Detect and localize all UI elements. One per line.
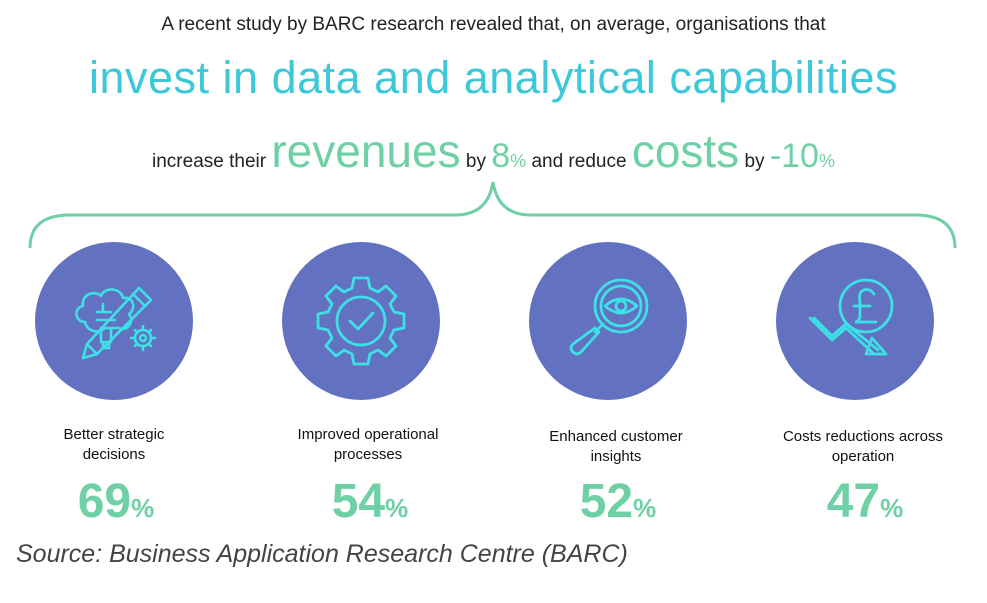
and-reduce-text: and reduce bbox=[531, 151, 627, 172]
revenue-pct: % bbox=[510, 151, 527, 171]
magnifier-eye-icon bbox=[569, 278, 649, 356]
benefit-value-4: 47% bbox=[826, 475, 904, 528]
circle-costs bbox=[776, 242, 934, 400]
benefit-label-4: Costs reductions across operation bbox=[782, 428, 944, 465]
by-text-1: by bbox=[465, 151, 486, 172]
benefit-label-2: Improved operational processes bbox=[297, 426, 439, 463]
costs-word: costs bbox=[631, 125, 740, 177]
revenue-value: 8 bbox=[491, 137, 511, 175]
increase-their-text: increase their bbox=[152, 151, 267, 172]
benefit-label-1: Better strategic decisions bbox=[63, 426, 165, 463]
benefit-value-3: 52% bbox=[579, 475, 657, 528]
circle-strategic bbox=[35, 242, 193, 400]
source-citation: Source: Business Application Research Ce… bbox=[16, 540, 628, 568]
gear-check-icon bbox=[316, 276, 406, 366]
by-text-2: by bbox=[744, 151, 765, 172]
benefit-label-3: Enhanced customer insights bbox=[549, 428, 683, 465]
curly-brace bbox=[28, 181, 957, 249]
cost-pct: % bbox=[818, 151, 835, 171]
intro-text: A recent study by BARC research revealed… bbox=[161, 14, 826, 35]
main-headline: invest in data and analytical capabiliti… bbox=[89, 52, 898, 103]
benefit-value-2: 54% bbox=[331, 475, 409, 528]
circle-operational bbox=[282, 242, 440, 400]
revenues-word: revenues bbox=[271, 125, 461, 177]
pound-down-arrow-icon bbox=[808, 278, 894, 356]
brain-pencil-gear-icon bbox=[75, 286, 157, 360]
circle-customer bbox=[529, 242, 687, 400]
cost-value: -10 bbox=[769, 137, 819, 175]
benefit-value-1: 69% bbox=[77, 475, 155, 528]
result-line: increase their revenues by 8% and reduce… bbox=[0, 124, 987, 178]
